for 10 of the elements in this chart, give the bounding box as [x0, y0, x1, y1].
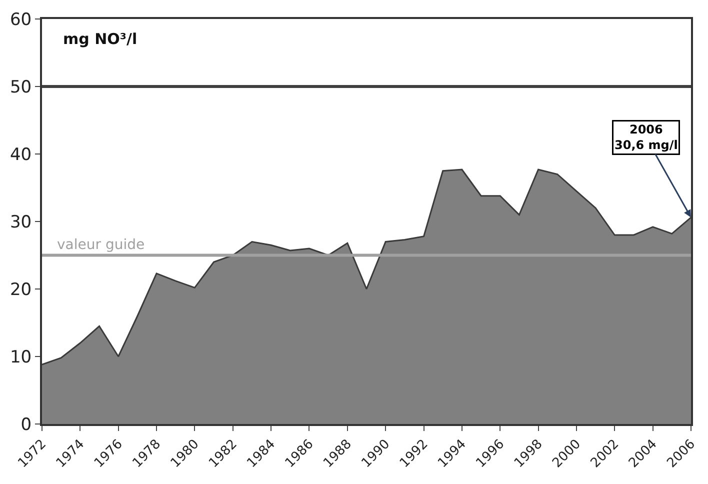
ref-line-label: valeur guide — [57, 237, 145, 253]
y-tick-label: 20 — [10, 280, 32, 300]
y-tick-label: 10 — [10, 347, 32, 368]
annotation: 2006 30,6 mg/l — [614, 122, 678, 152]
y-tick-label: 30 — [10, 212, 32, 232]
y-tick-label: 60 — [10, 10, 32, 30]
y-tick-label: 40 — [10, 144, 32, 165]
y-tick-label: 0 — [20, 414, 32, 435]
y-tick-label: 50 — [10, 77, 32, 98]
y-axis-title: mg NO³/l — [63, 30, 138, 48]
